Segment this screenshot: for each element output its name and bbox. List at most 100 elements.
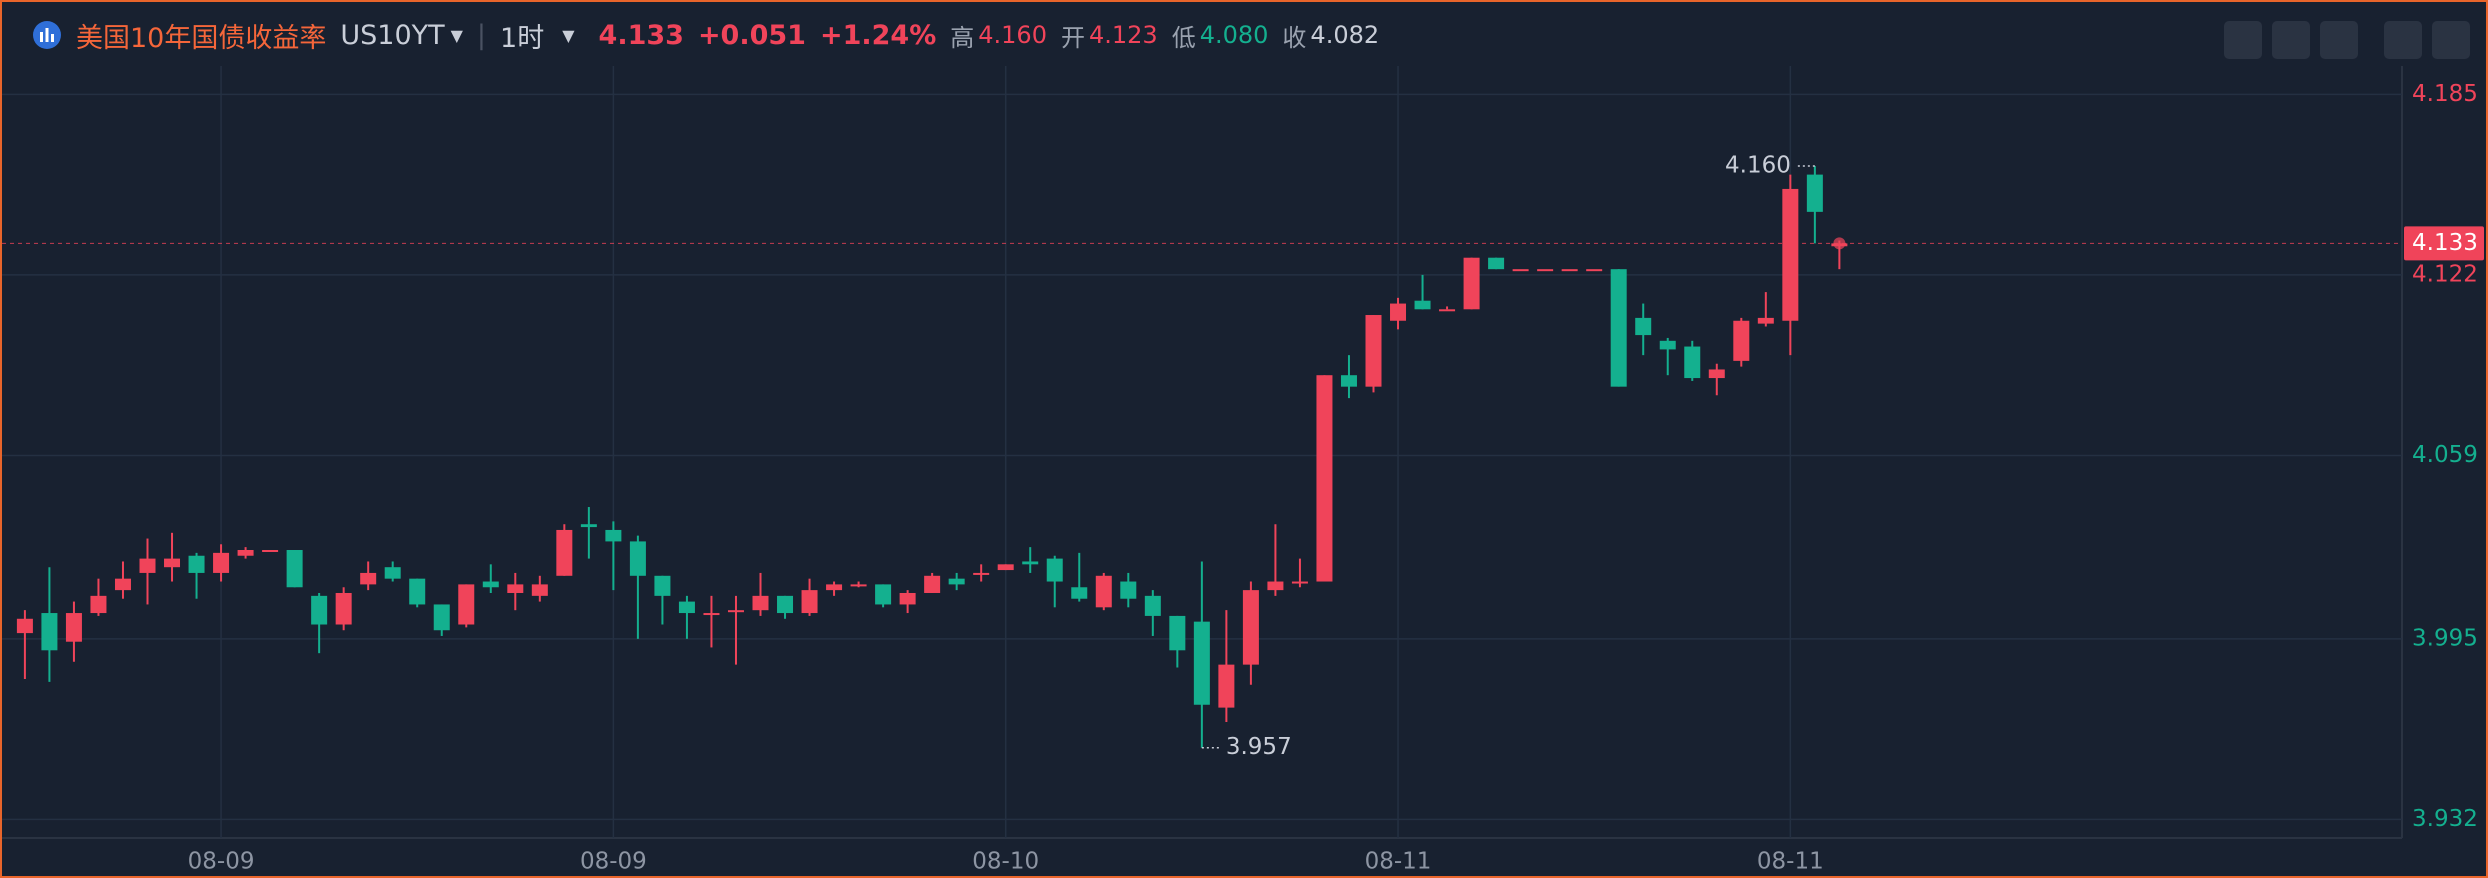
candle-body: [826, 584, 843, 591]
x-tick-label: 08-11: [1365, 849, 1432, 875]
candle-body: [605, 529, 622, 542]
dropdown[interactable]: ▼: [562, 25, 575, 45]
y-tick-label: 3.932: [2412, 806, 2478, 832]
candle-body: [973, 572, 990, 575]
y-tick-label: 4.059: [2412, 442, 2478, 468]
y-tick-label: 3.995: [2412, 625, 2478, 651]
draw-button[interactable]: [2272, 21, 2310, 59]
price-dot: [1833, 237, 1846, 250]
candle-body: [875, 584, 892, 605]
candle-body: [1659, 340, 1676, 350]
x-tick-label: 08-09: [580, 849, 647, 875]
candle-button[interactable]: [2320, 21, 2358, 59]
candle-body: [1022, 561, 1039, 565]
candle-body: [1537, 269, 1554, 272]
x-tick-label: 08-11: [1757, 849, 1824, 875]
candle-body: [1144, 595, 1161, 616]
open: 4.123: [1088, 21, 1158, 49]
candle-body: [311, 595, 328, 625]
candle-body: [654, 575, 671, 596]
symbol[interactable]: US10YT: [340, 19, 445, 51]
candle-body: [801, 590, 818, 614]
candle-body: [727, 610, 744, 613]
open-label: 开: [1060, 23, 1085, 52]
candle-body: [409, 578, 426, 605]
price-tag: [2404, 226, 2484, 261]
candle-body: [213, 552, 230, 573]
candle-body: [580, 524, 597, 528]
candle-body: [262, 550, 279, 553]
candle-body: [924, 575, 941, 593]
candle-body: [237, 550, 254, 556]
y-tick-label: 4.185: [2412, 81, 2478, 107]
candle-body: [139, 558, 156, 573]
candle-body: [1684, 346, 1701, 379]
candle-body: [1071, 587, 1088, 599]
candle-body: [1806, 174, 1823, 212]
candle-body: [16, 618, 33, 634]
candle-body: [1733, 320, 1750, 361]
candle-body: [360, 572, 377, 585]
close: 4.082: [1310, 21, 1380, 49]
high-label: 高: [950, 23, 975, 52]
header: 美国10年国债收益率 US10YT ▼ | 1时 ▼ 4.133 +0.051 +1…: [32, 10, 1379, 60]
close-label: 收: [1282, 23, 1307, 52]
interval[interactable]: 1时: [500, 22, 545, 54]
candle-body: [433, 604, 450, 631]
candle-body: [1365, 315, 1382, 387]
candle-body: [1610, 269, 1627, 387]
candle-body: [1708, 369, 1725, 379]
candle-body: [1561, 269, 1578, 272]
price: 4.133: [598, 19, 684, 51]
title: 美国10年国债收益率: [76, 22, 327, 54]
candle-body: [1757, 317, 1774, 324]
candle-body: [1439, 309, 1456, 312]
candle-body: [164, 558, 181, 568]
candle-body: [1046, 558, 1063, 582]
candle-body: [777, 595, 794, 614]
x-tick-label: 08-10: [972, 849, 1039, 875]
dropdown[interactable]: ▼: [450, 25, 463, 45]
candle-body: [1242, 590, 1259, 665]
indicator-button[interactable]: [2224, 21, 2262, 59]
low: 4.080: [1199, 21, 1269, 49]
candle-body: [114, 578, 131, 591]
candle-body: [1218, 664, 1235, 708]
candle-body: [1488, 257, 1505, 270]
candle-body: [556, 529, 573, 576]
candle-body: [1291, 581, 1308, 584]
candle-body: [997, 564, 1014, 571]
low-label: 低: [1171, 23, 1196, 52]
close-button[interactable]: [2432, 21, 2470, 59]
candle-body: [1340, 375, 1357, 387]
candle-body: [1390, 303, 1407, 321]
candle-body: [1782, 188, 1799, 321]
price-tag-label: 4.133: [2412, 230, 2478, 256]
candle-body: [850, 584, 867, 587]
candle-body: [41, 613, 58, 651]
high: 4.160: [978, 21, 1047, 49]
expand-button[interactable]: [2384, 21, 2422, 59]
candle-body: [1316, 375, 1333, 582]
candle-body: [1095, 575, 1112, 608]
candle-body: [948, 578, 965, 585]
candle-body: [286, 550, 303, 588]
annotation: 4.160: [1725, 153, 1791, 179]
candle-body: [188, 555, 205, 573]
candle-body: [482, 581, 499, 588]
candle-body: [65, 613, 82, 642]
candle-body: [1169, 615, 1186, 651]
candle-body: [1267, 581, 1284, 591]
candle-body: [1193, 621, 1210, 705]
candle-body: [1586, 269, 1603, 272]
y-tick-label: 4.122: [2412, 261, 2478, 287]
candle-body: [1635, 317, 1652, 336]
candle-body: [1120, 581, 1137, 599]
candle-body: [899, 592, 916, 605]
candle-body: [507, 584, 524, 593]
divider: |: [476, 19, 487, 51]
candle-body: [1512, 269, 1529, 272]
logo: [33, 21, 61, 49]
